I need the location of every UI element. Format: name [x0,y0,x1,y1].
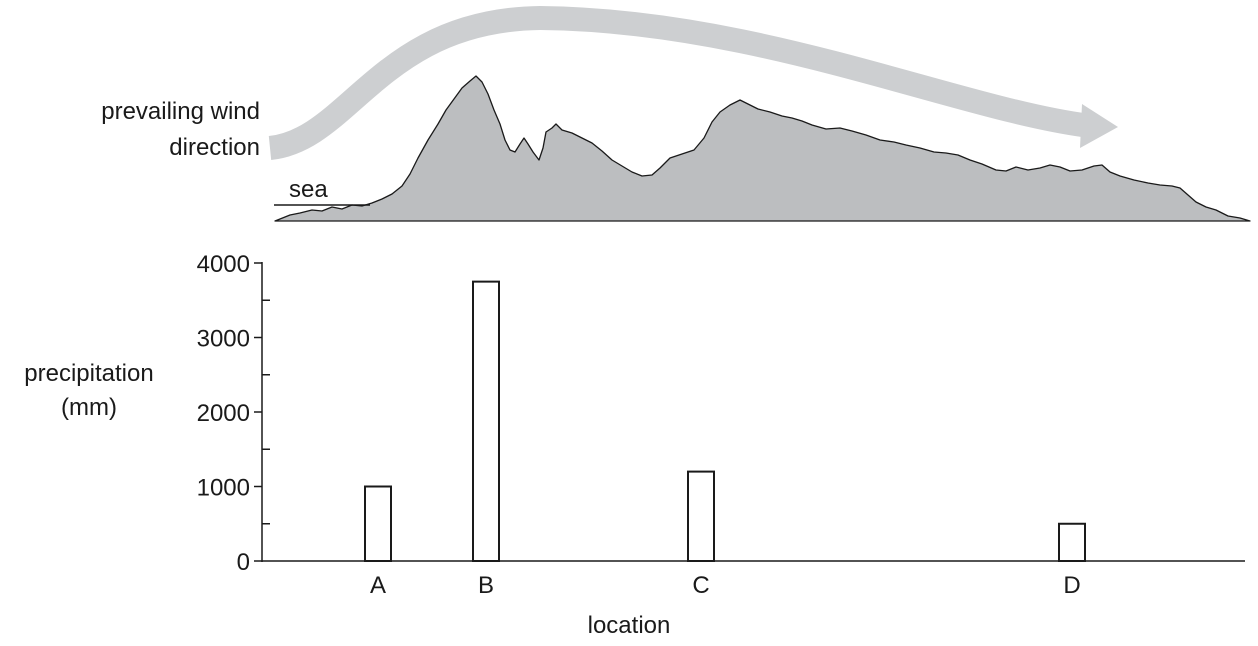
x-tick-label-d: D [1063,572,1080,599]
bar-c [687,470,715,563]
x-tick-labels: A B C D [370,572,1081,599]
y-axis-label-line1: precipitation [24,360,154,387]
y-tick-label: 2000 [197,400,250,427]
bar-a [364,485,392,562]
wind-arrow-head [1080,104,1118,148]
y-axis-label-line2: (mm) [61,394,117,421]
wind-direction-label: prevailing wind direction [60,94,260,166]
bar-b [472,280,500,562]
wind-label-line1: prevailing wind [101,98,260,125]
wind-arrow [268,5,1118,160]
bar-d [1058,522,1086,562]
x-tick-label-a: A [370,572,386,599]
y-axis-label: precipitation (mm) [0,357,178,425]
wind-label-line2: direction [169,134,260,161]
precipitation-chart: 0 1000 2000 3000 4000 A B C D [197,251,1245,599]
y-ticks: 0 1000 2000 3000 4000 [197,251,270,576]
x-axis-label: location [587,612,671,639]
y-tick-label: 1000 [197,475,250,502]
terrain-profile [274,75,1251,222]
bars [364,280,1086,563]
x-tick-label-b: B [478,572,494,599]
y-tick-label: 0 [237,549,250,576]
wind-arrow-shaft [268,5,1092,160]
x-tick-label-c: C [692,572,709,599]
sea-label: sea [289,176,328,203]
y-tick-label: 3000 [197,326,250,353]
y-tick-label: 4000 [197,251,250,278]
